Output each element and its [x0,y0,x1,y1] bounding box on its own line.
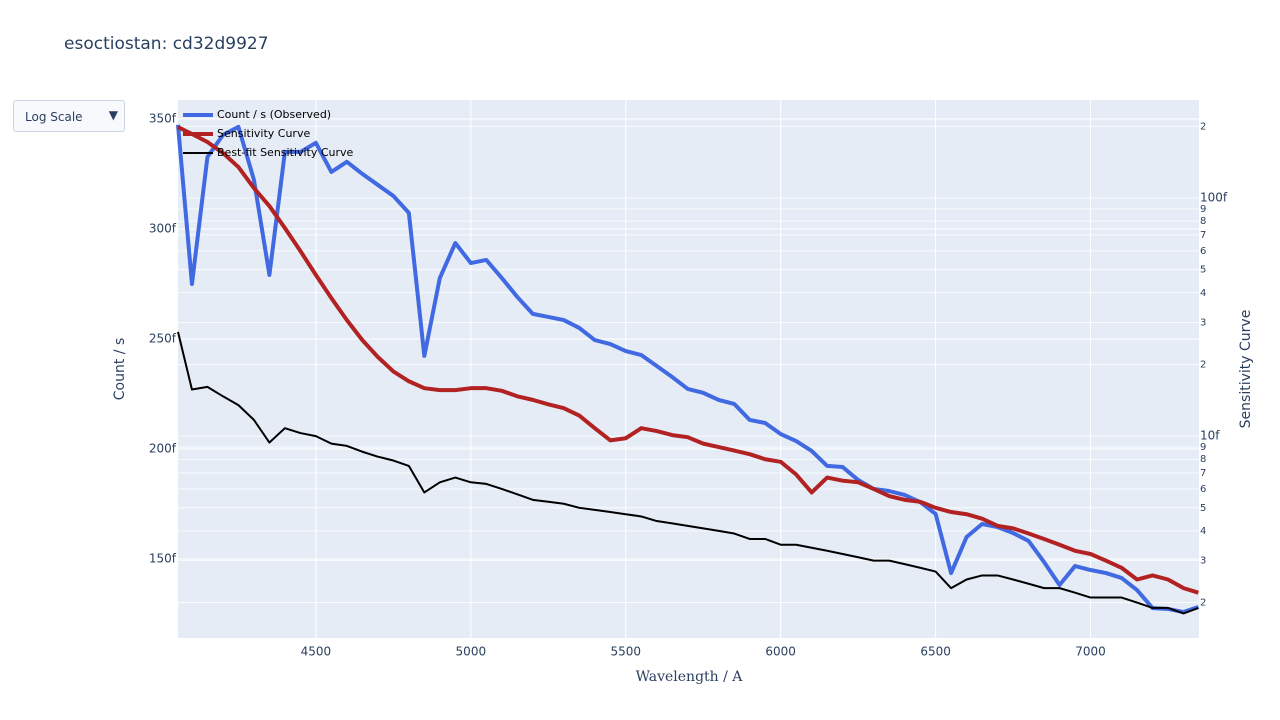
y-axis-title: Count / s [112,338,128,401]
y-tick-label: 150f [149,552,177,566]
x-tick-label: 6500 [920,645,951,659]
layer [178,100,1199,638]
y2-tick-label: 4 [1200,526,1206,537]
y2-tick-label: 3 [1200,556,1206,567]
x-tick-label: 7000 [1075,645,1106,659]
y2-tick-label: 5 [1200,503,1206,514]
legend-label: Sensitivity Curve [217,127,310,140]
y2-tick-label: 3 [1200,318,1206,329]
y2-tick-label: 6 [1200,484,1206,495]
plot-area [178,100,1199,638]
y2-tick-label: 7 [1200,468,1206,479]
chart-title: esoctiostan: cd32d9927 [64,34,269,54]
y2-tick-label: 9 [1200,442,1206,453]
scale-dropdown[interactable]: Log Scale ▼ [13,100,125,132]
legend-label: Best-fit Sensitivity Curve [217,146,354,159]
y-tick-label: 250f [149,331,177,345]
y2-tick-label: 10f [1200,429,1220,443]
series-line [177,331,1199,615]
layer [176,124,1200,615]
y2-tick-label: 4 [1200,288,1206,299]
y2-tick-label: 5 [1200,265,1206,276]
y2-tick-label: 7 [1200,230,1206,241]
y-tick-label: 200f [149,441,177,455]
y2-tick-label: 2 [1200,359,1206,370]
y2-axis-title: Sensitivity Curve [1238,310,1254,429]
series-line [177,125,1199,595]
y2-tick-label: 9 [1200,204,1206,215]
x-tick-label: 4500 [301,645,332,659]
y2-tick-label: 6 [1200,246,1206,257]
y2-tick-label: 2 [1200,598,1206,609]
series-line [176,124,1200,615]
x-tick-label: 5000 [456,645,487,659]
legend-label: Count / s (Observed) [217,108,331,121]
x-tick-label: 5500 [610,645,641,659]
y-tick-label: 300f [149,221,177,235]
y-tick-label: 350f [149,111,177,125]
x-axis-title: Wavelength / A [636,669,744,685]
y2-tick-label: 8 [1200,454,1206,465]
dropdown-label: Log Scale [25,110,83,124]
y2-tick-label: 100f [1200,191,1228,205]
dropdown-arrow: ▼ [108,108,118,122]
y2-tick-label: 8 [1200,216,1206,227]
layer: 4500 5000 5500 6000 6500 7000 150f 200f 250f 300f… [149,108,1228,659]
x-tick-label: 6000 [765,645,796,659]
y2-tick-label: 2 [1200,121,1206,132]
